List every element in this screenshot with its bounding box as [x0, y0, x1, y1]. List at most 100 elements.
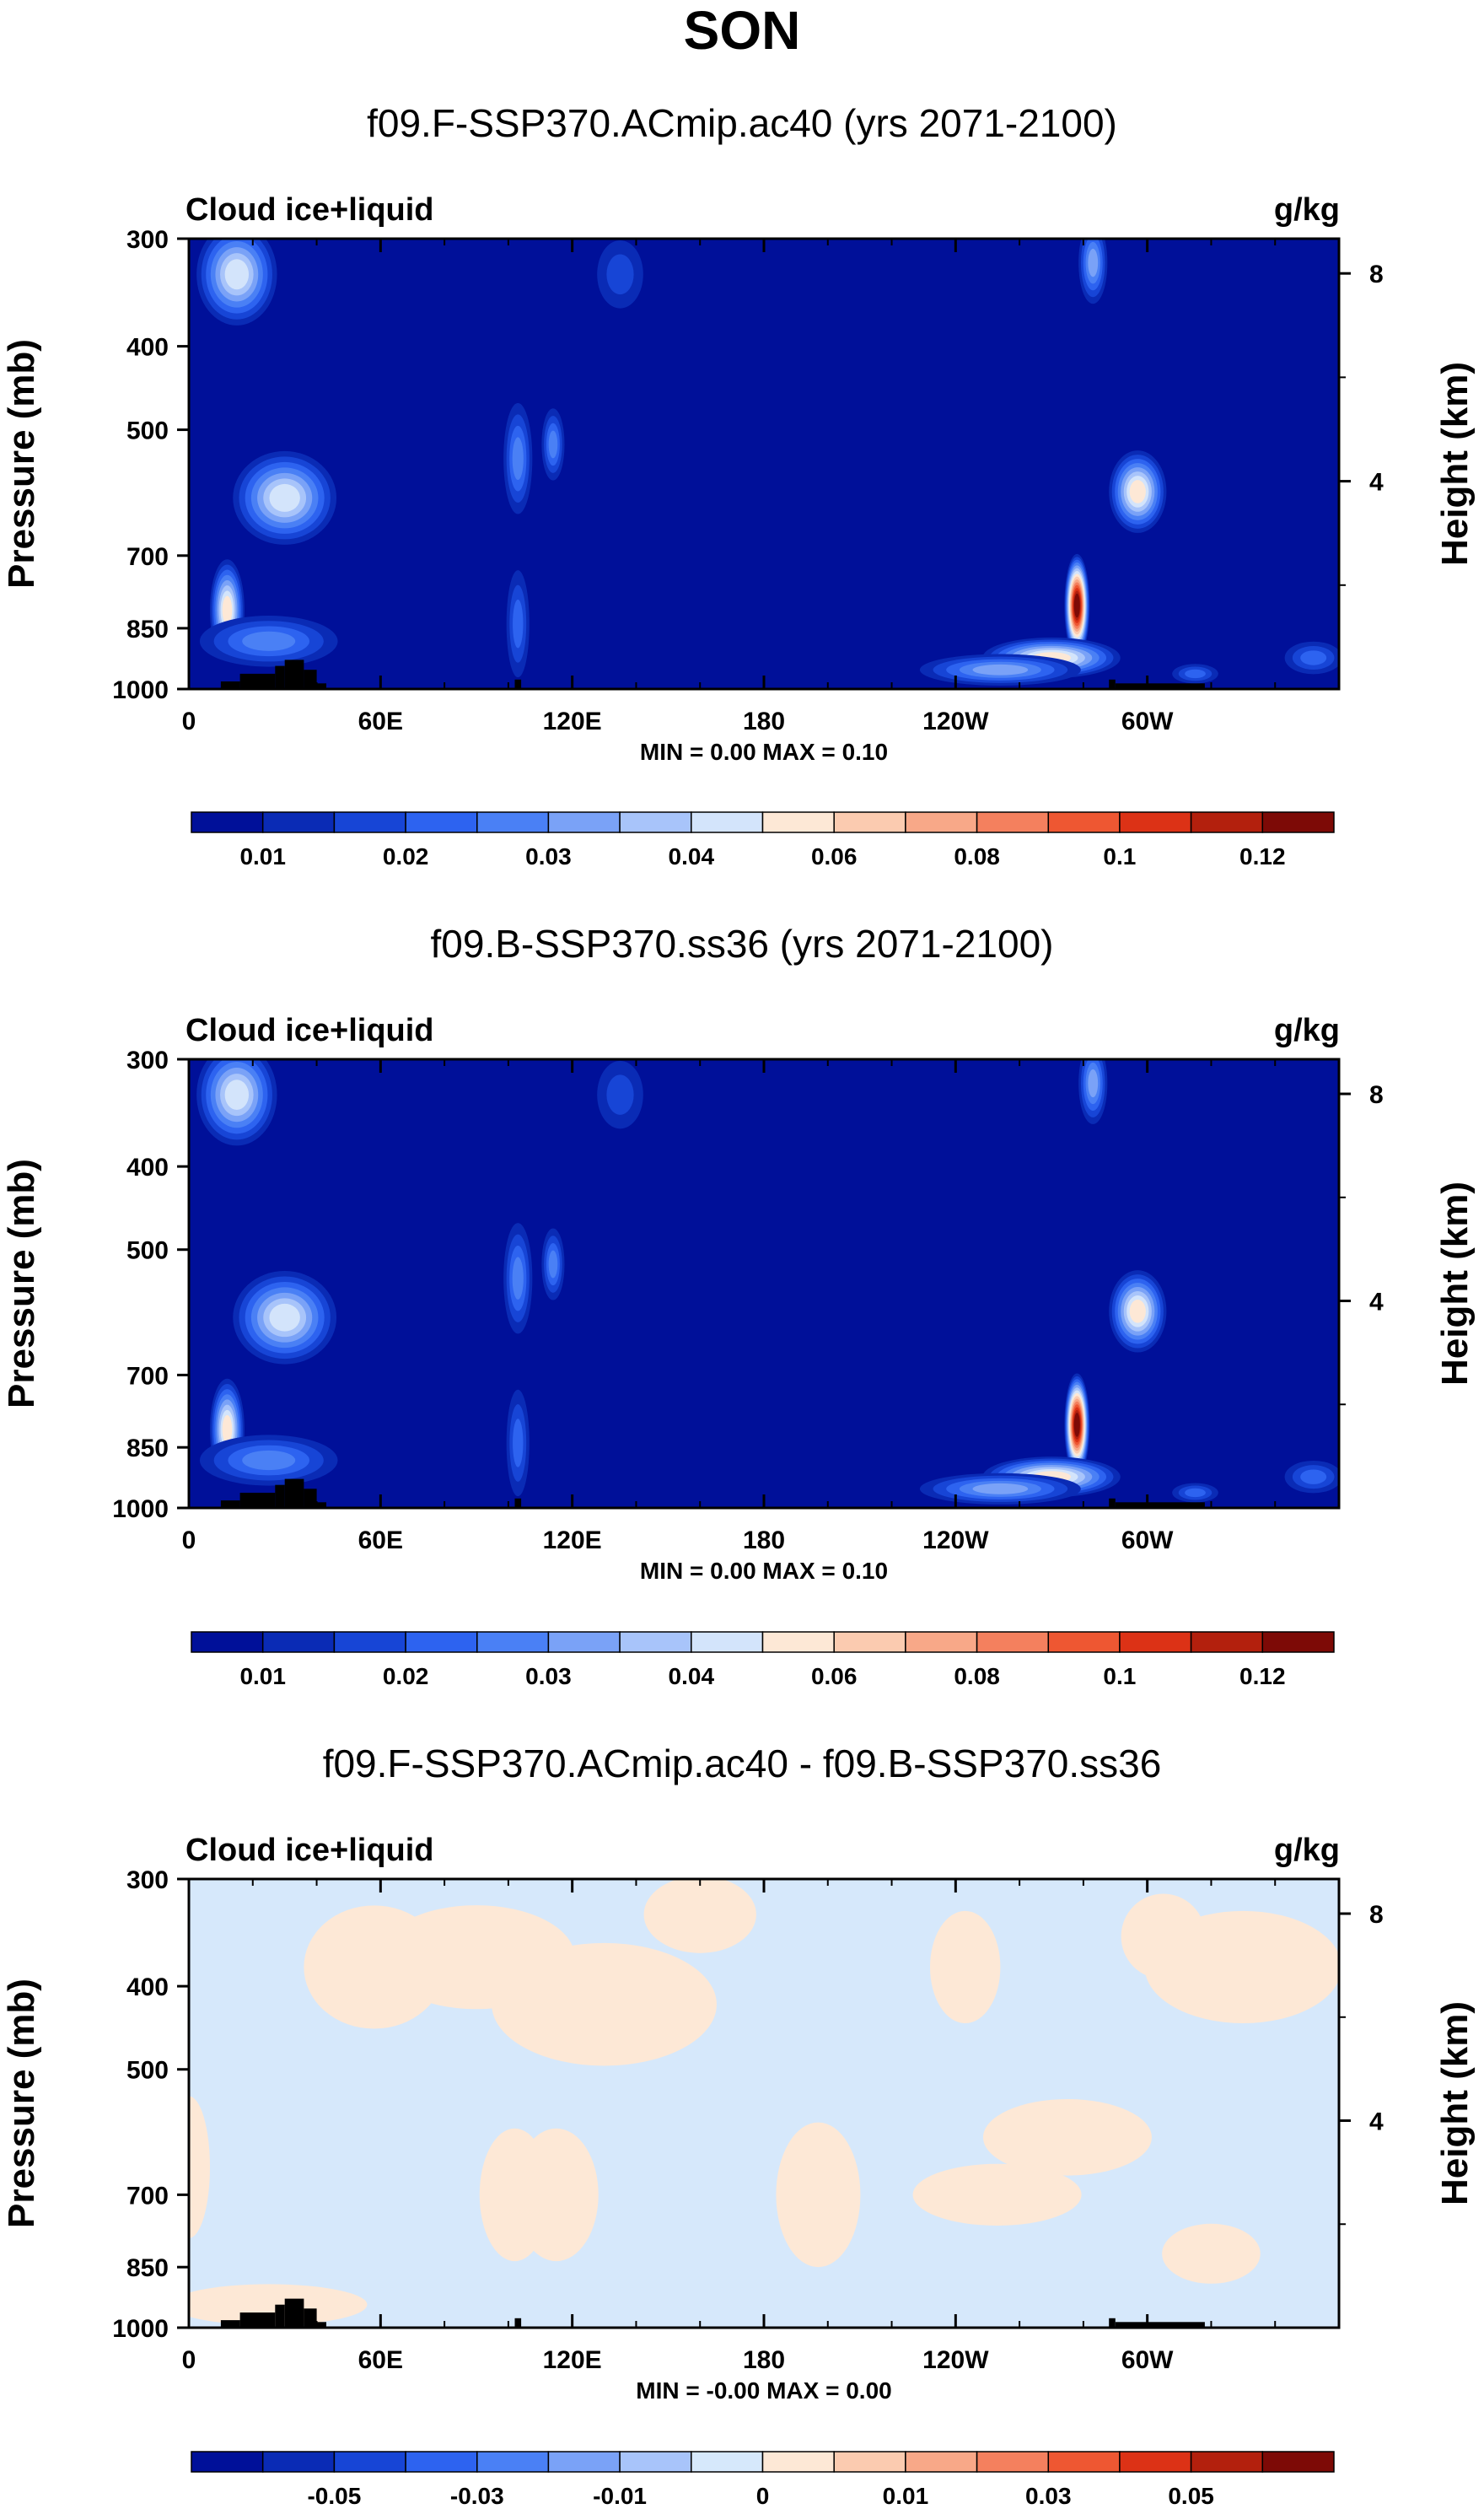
colorbar-swatch — [905, 1631, 978, 1653]
topography-block-8 — [1115, 683, 1205, 689]
contour-level-8 — [1129, 480, 1146, 503]
panel-3: f09.F-SSP370.ACmip.ac40 - f09.B-SSP370.s… — [1, 1742, 1476, 2509]
topography-block-6 — [514, 1498, 522, 1508]
topography-block-8 — [1115, 1502, 1205, 1508]
y2-axis-title: Height (km) — [1434, 1182, 1476, 1386]
y-tick-label: 1000 — [112, 1495, 169, 1523]
contour-level-5 — [1088, 1069, 1099, 1098]
cloud-blob-9 — [1064, 1373, 1090, 1477]
contour-level-15 — [1073, 1413, 1080, 1437]
colorbar: 0.01 0.02 0.03 0.04 0.06 0.08 0.1 0.12 — [191, 811, 1335, 870]
x-tick-label: 180 — [743, 2346, 785, 2374]
contour-level-4 — [242, 631, 296, 651]
topography-mask — [220, 2298, 1205, 2328]
cloud-blob-6 — [506, 1389, 530, 1497]
contour-level-3 — [513, 1419, 524, 1467]
cloud-blob-0 — [196, 1059, 277, 1146]
topography-block-3 — [284, 1478, 304, 1508]
colorbar-swatch — [1261, 2451, 1335, 2473]
topography-block-8 — [1115, 2322, 1205, 2328]
topography-block-2 — [275, 2304, 285, 2328]
y-tick-label: 500 — [126, 2057, 169, 2085]
contour-level-5 — [1088, 248, 1099, 277]
panel-2: f09.B-SSP370.ss36 (yrs 2071-2100) Cloud i… — [1, 922, 1476, 1689]
cloud-blob-4 — [503, 1223, 533, 1334]
y2-tick-label: 8 — [1369, 261, 1384, 288]
topography-block-3 — [284, 2298, 304, 2328]
colorbar-swatch — [1047, 811, 1121, 833]
colorbar-label: 0.02 — [383, 1663, 429, 1689]
min-max-stats: MIN = 0.00 MAX = 0.10 — [640, 1558, 888, 1584]
topography-block-5 — [316, 1502, 326, 1508]
colorbar-swatch — [261, 2451, 336, 2473]
topography-block-1 — [239, 1493, 276, 1508]
contour-level-4 — [548, 430, 558, 459]
contour-level-3 — [1185, 1488, 1206, 1498]
positive-anomaly-9 — [930, 1910, 1001, 2024]
y-tick-label: 300 — [126, 226, 169, 254]
x-tick-label: 120W — [922, 2346, 989, 2374]
y2-axis: 84 — [1339, 261, 1384, 586]
topography-block-4 — [304, 1489, 317, 1508]
cloud-blob-13 — [1172, 1483, 1218, 1503]
topography-mask — [220, 1478, 1205, 1508]
colorbar-label: -0.01 — [593, 2483, 647, 2509]
x-tick-label: 60W — [1121, 1526, 1174, 1554]
contour-level-3 — [1185, 669, 1206, 679]
y-tick-label: 400 — [126, 334, 169, 362]
colorbar-swatch — [761, 2451, 835, 2473]
colorbar-label: 0.03 — [525, 1663, 572, 1689]
colorbar-swatch — [619, 2451, 692, 2473]
cloud-blob-2 — [233, 450, 337, 545]
colorbar-swatch — [1261, 811, 1335, 833]
cloud-blob-12 — [1109, 450, 1167, 533]
topography-block-7 — [1109, 1498, 1116, 1508]
topography-block-5 — [316, 683, 326, 689]
contour-level-4 — [512, 1257, 524, 1300]
colorbar-label: 0.04 — [669, 1663, 715, 1689]
colorbar-swatch — [1190, 1631, 1264, 1653]
y-axis: 300 400 500 700 850 1000 — [112, 226, 189, 704]
y-tick-label: 700 — [126, 543, 169, 571]
colorbar-swatch — [405, 1631, 478, 1653]
colorbar-swatch — [833, 2451, 906, 2473]
positive-anomaly-1 — [189, 2284, 368, 2325]
colorbar-swatch — [547, 1631, 621, 1653]
x-tick-label: 60W — [1121, 2346, 1174, 2374]
figure-title: SON — [684, 0, 801, 61]
colorbar-swatch — [833, 811, 906, 833]
x-tick-label: 0 — [182, 1526, 196, 1554]
min-max-stats: MIN = 0.00 MAX = 0.10 — [640, 739, 888, 765]
units-label: g/kg — [1274, 1013, 1340, 1048]
topography-block-4 — [304, 2308, 317, 2328]
contour-level-15 — [1073, 593, 1080, 618]
colorbar-swatch — [1119, 811, 1192, 833]
colorbar-label: 0.01 — [883, 2483, 929, 2509]
colorbar-label: 0.06 — [811, 1663, 858, 1689]
y-tick-label: 300 — [126, 1047, 169, 1074]
panel-title: f09.F-SSP370.ACmip.ac40 - f09.B-SSP370.s… — [323, 1742, 1162, 1785]
panel-1: f09.F-SSP370.ACmip.ac40 (yrs 2071-2100) C… — [1, 101, 1476, 870]
positive-anomaly-7 — [643, 1879, 756, 1953]
colorbar: 0.01 0.02 0.03 0.04 0.06 0.08 0.1 0.12 — [191, 1631, 1335, 1689]
colorbar-swatch — [976, 811, 1050, 833]
contour-level-7 — [269, 1303, 300, 1332]
positive-anomaly-8 — [776, 2122, 861, 2268]
contour-level-2 — [606, 1074, 634, 1115]
contour-level-4 — [548, 1250, 558, 1279]
colorbar-label: 0 — [756, 2483, 770, 2509]
y-tick-label: 850 — [126, 2254, 169, 2282]
colorbar-label: 0.05 — [1168, 2483, 1214, 2509]
colorbar-swatch — [191, 1631, 264, 1653]
y-tick-label: 400 — [126, 1154, 169, 1182]
y-tick-label: 500 — [126, 417, 169, 445]
y-axis-title: Pressure (mb) — [1, 339, 42, 589]
colorbar-swatch — [1119, 1631, 1192, 1653]
contour-level-3 — [1300, 1469, 1327, 1484]
min-max-stats: MIN = -0.00 MAX = 0.00 — [636, 2377, 891, 2404]
y-tick-label: 700 — [126, 2182, 169, 2210]
variable-label: Cloud ice+liquid — [186, 1833, 434, 1868]
y-tick-label: 700 — [126, 1362, 169, 1390]
contour-field — [189, 239, 1339, 689]
